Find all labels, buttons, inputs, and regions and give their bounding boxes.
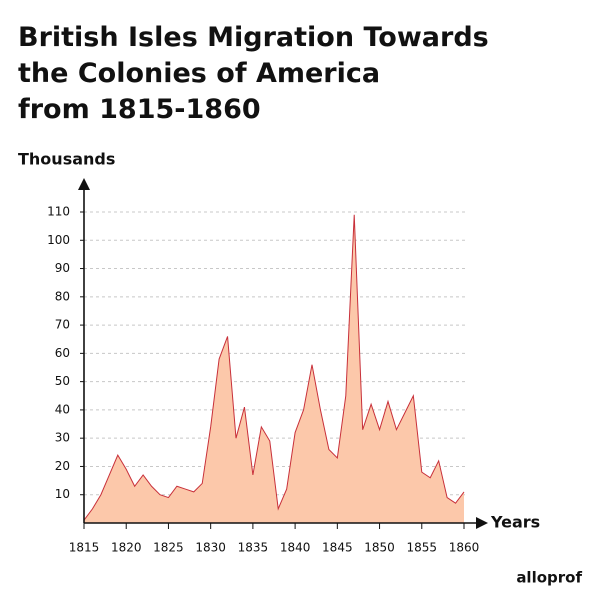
x-tick-label: 1820 xyxy=(111,541,142,555)
x-tick-label: 1830 xyxy=(195,541,226,555)
chart-title: the Colonies of America xyxy=(18,58,380,89)
area-fill xyxy=(84,214,464,523)
chart-title: from 1815-1860 xyxy=(18,94,261,125)
y-tick-label: 90 xyxy=(55,261,70,275)
x-tick-label: 1835 xyxy=(238,541,269,555)
y-tick-label: 100 xyxy=(47,233,70,247)
y-tick-label: 30 xyxy=(55,431,70,445)
y-tick-label: 80 xyxy=(55,289,70,303)
y-tick-label: 40 xyxy=(55,402,70,416)
chart-title: British Isles Migration Towards xyxy=(18,22,489,53)
x-tick-label: 1860 xyxy=(449,541,480,555)
y-axis-arrow xyxy=(78,178,90,190)
x-tick-label: 1845 xyxy=(322,541,353,555)
x-axis-arrow xyxy=(476,517,488,529)
y-axis-title: Thousands xyxy=(18,150,115,169)
brand: alloprof xyxy=(516,569,582,587)
area-line xyxy=(83,214,465,521)
x-tick-label: 1825 xyxy=(153,541,184,555)
x-tick-label: 1815 xyxy=(69,541,100,555)
x-tick-label: 1850 xyxy=(364,541,395,555)
x-tick-label: 1840 xyxy=(280,541,311,555)
y-tick-label: 50 xyxy=(55,374,70,388)
y-tick-label: 20 xyxy=(55,459,70,473)
y-tick-label: 10 xyxy=(55,487,70,501)
y-tick-label: 60 xyxy=(55,346,70,360)
y-tick-label: 70 xyxy=(55,318,70,332)
x-tick-label: 1855 xyxy=(407,541,438,555)
x-axis-title: Years xyxy=(490,513,540,532)
plot: 10 20 30 40 50 60 70 80 90 100 110 1815 1820 1825 1830… xyxy=(47,205,479,555)
y-tick-label: 110 xyxy=(47,205,70,219)
